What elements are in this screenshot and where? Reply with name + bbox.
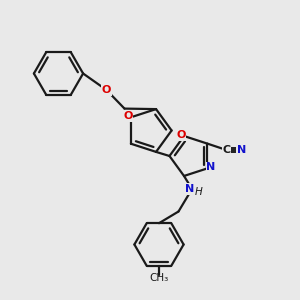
Text: O: O — [176, 130, 186, 140]
Text: N: N — [185, 184, 194, 194]
Text: CH₃: CH₃ — [149, 273, 169, 284]
Text: O: O — [123, 111, 133, 122]
Text: N: N — [237, 145, 246, 155]
Text: H: H — [195, 187, 203, 197]
Text: O: O — [102, 85, 111, 95]
Text: N: N — [206, 162, 216, 172]
Text: C: C — [222, 145, 231, 155]
